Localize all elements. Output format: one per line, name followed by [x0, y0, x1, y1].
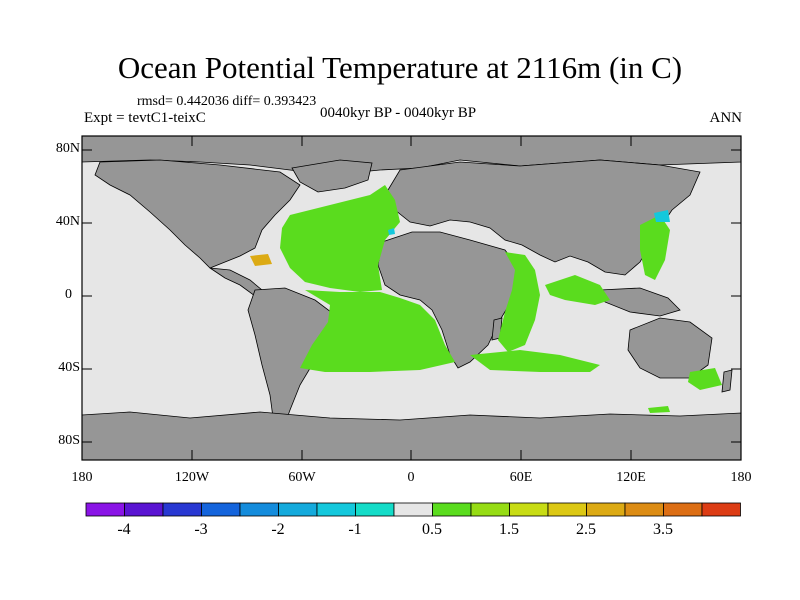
colorbar-swatch	[624, 502, 664, 517]
lat-label-80n: 80N	[55, 141, 80, 156]
colorbar-swatch	[85, 502, 125, 517]
season-label: ANN	[709, 110, 743, 126]
colorbar-swatch	[663, 502, 703, 517]
lat-label-80s: 80S	[58, 433, 80, 448]
anomaly-southern-speck	[648, 406, 670, 413]
colorbar-label: 0.5	[422, 521, 442, 538]
greenland	[291, 159, 373, 193]
experiment-label: Expt = tevtC1-teixC	[84, 110, 206, 126]
colorbar-label: 3.5	[653, 521, 673, 538]
colorbar-label: -4	[117, 521, 131, 538]
axis-ticks	[81, 136, 742, 460]
anomaly-japan-sea	[654, 210, 670, 222]
colorbar-label: -3	[194, 521, 208, 538]
colorbar	[85, 502, 741, 517]
anomaly-sw-pacific	[688, 368, 722, 390]
anomaly-north-atlantic	[280, 185, 400, 292]
lon-label-0: 0	[407, 470, 415, 485]
lon-label-180w: 180	[71, 470, 93, 485]
colorbar-swatch	[470, 502, 510, 517]
anomaly-med-speck	[388, 228, 395, 235]
colorbar-swatch	[201, 502, 241, 517]
south-america	[247, 287, 336, 433]
colorbar-swatch	[432, 502, 472, 517]
north-america	[94, 159, 301, 269]
stats-label: rmsd= 0.442036 diff= 0.393423	[137, 94, 317, 109]
lon-label-60e: 60E	[509, 470, 533, 485]
anomaly-southern-indian	[470, 350, 600, 372]
colorbar-label: 2.5	[576, 521, 596, 538]
anomaly-indian-east	[545, 275, 610, 305]
lat-label-40s: 40S	[58, 360, 80, 375]
colorbar-swatch	[586, 502, 626, 517]
colorbar-swatch	[701, 502, 741, 517]
colorbar-swatch	[124, 502, 164, 517]
colorbar-label: -2	[271, 521, 285, 538]
colorbar-swatch	[355, 502, 395, 517]
anomaly-west-pacific	[640, 215, 670, 280]
colorbar-label: -1	[348, 521, 362, 538]
colorbar-swatch	[316, 502, 356, 517]
africa	[377, 231, 521, 369]
maritime-continent	[599, 287, 681, 317]
eurasia	[384, 159, 701, 276]
colorbar-swatch	[393, 502, 433, 517]
lon-label-60w: 60W	[288, 470, 316, 485]
anomaly-caribbean	[250, 254, 272, 266]
colorbar-swatch	[547, 502, 587, 517]
time-range-label: 0040kyr BP - 0040kyr BP	[320, 105, 477, 121]
land-masses	[81, 135, 742, 461]
lon-label-120e: 120E	[616, 470, 646, 485]
lat-label-0: 0	[65, 287, 72, 302]
temperature-anomaly-fill	[250, 185, 722, 413]
lon-label-120w: 120W	[174, 470, 210, 485]
colorbar-label: 1.5	[499, 521, 519, 538]
plot-title: Ocean Potential Temperature at 2116m (in…	[117, 50, 683, 85]
colorbar-swatch	[278, 502, 318, 517]
anomaly-indian-west	[498, 252, 540, 352]
colorbar-swatch	[239, 502, 279, 517]
new-zealand	[721, 369, 733, 393]
colorbar-swatch	[509, 502, 549, 517]
anomaly-south-atlantic	[300, 290, 455, 372]
colorbar-swatch	[162, 502, 202, 517]
lat-label-40n: 40N	[55, 214, 80, 229]
lon-label-180e: 180	[730, 470, 752, 485]
